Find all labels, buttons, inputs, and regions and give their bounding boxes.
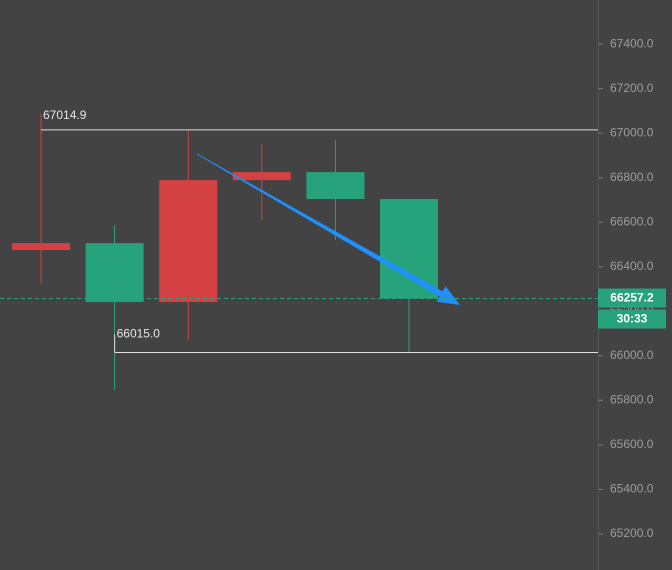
annotation-label: 67014.9 (43, 108, 87, 122)
y-tick-label: 67000.0 (610, 125, 654, 139)
y-tick-label: 65200.0 (610, 526, 654, 540)
candle-body (232, 172, 291, 181)
y-tick-label: 66000.0 (610, 348, 654, 362)
candle-body (85, 243, 144, 302)
last-price-label: 66257.2 (610, 291, 654, 305)
y-tick-label: 65800.0 (610, 393, 654, 407)
y-tick-label: 66800.0 (610, 170, 654, 184)
countdown-tag (598, 309, 666, 329)
y-tick-label: 66400.0 (610, 259, 654, 273)
y-tick-label: 67200.0 (610, 81, 654, 95)
candle-body (159, 180, 218, 302)
annotation-label: 66015.0 (117, 327, 161, 341)
candle-body (380, 199, 438, 299)
candle-body (12, 243, 70, 251)
countdown-label: 30:33 (617, 312, 648, 326)
y-tick-label: 66600.0 (610, 214, 654, 228)
y-tick-label: 65600.0 (610, 437, 654, 451)
trend-arrow (196, 153, 461, 305)
y-tick-label: 65400.0 (610, 482, 654, 496)
last-price-tag (598, 288, 666, 308)
y-tick-label: 67400.0 (610, 36, 654, 50)
candle-body (306, 172, 365, 200)
